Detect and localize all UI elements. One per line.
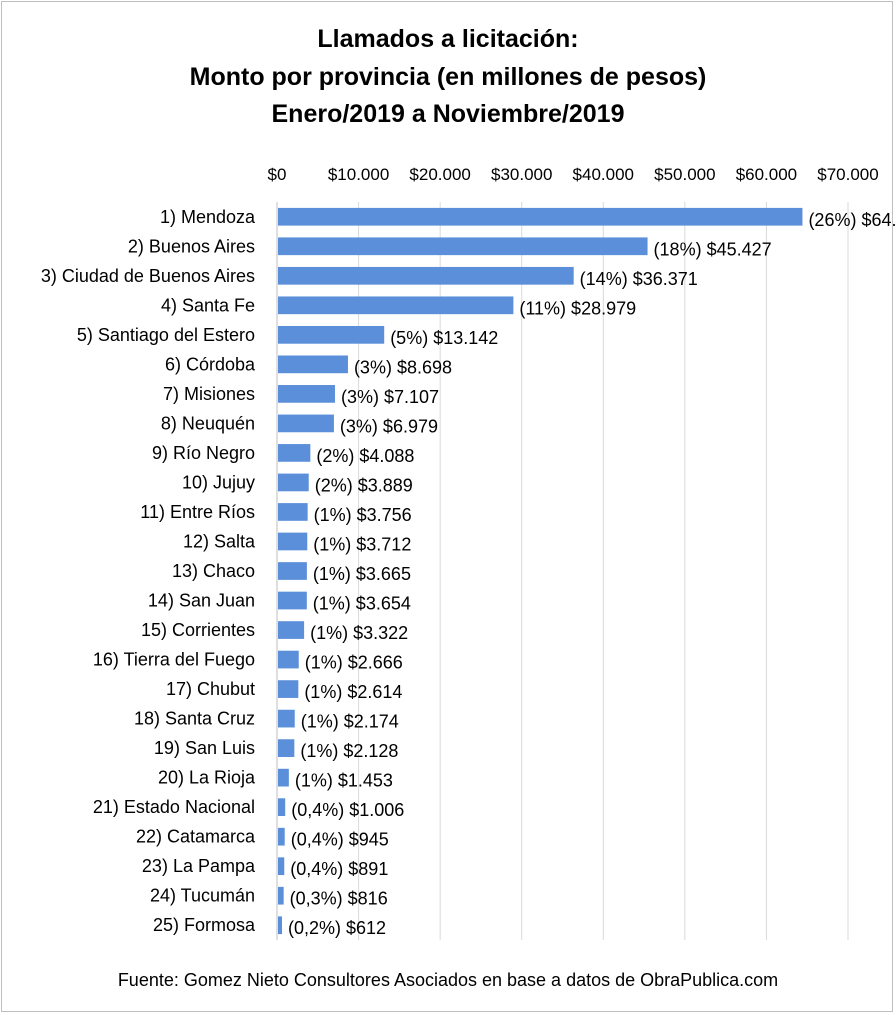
category-label: 1) Mendoza [160,207,256,227]
category-label: 19) San Luis [154,738,255,758]
bar [278,473,309,492]
data-label: (1%) $3.712 [313,534,411,554]
data-label: (1%) $3.756 [314,505,412,525]
category-label: 22) Catamarca [136,827,256,847]
data-label: (3%) $6.979 [340,416,438,436]
category-label: 7) Misiones [163,384,255,404]
category-label: 24) Tucumán [150,886,255,906]
chart-title-line-2: Monto por provincia (en millones de peso… [189,63,707,91]
category-label: 17) Chubut [166,679,255,699]
bar [278,857,285,876]
bar [278,414,334,433]
source-footnote: Fuente: Gomez Nieto Consultores Asociado… [117,970,779,990]
category-label: 20) La Rioja [158,768,256,788]
data-label: (0,4%) $1.006 [291,800,404,820]
data-label: (1%) $2.128 [300,741,398,761]
data-label: (11%) $28.979 [519,298,636,318]
category-label: 10) Jujuy [182,472,255,492]
category-label: 12) Salta [183,531,256,551]
bar [278,827,285,846]
data-label: (14%) $36.371 [580,269,698,289]
data-label: (2%) $3.889 [315,475,413,495]
data-label: (18%) $45.427 [654,239,772,259]
x-tick-label: $30.000 [491,165,552,184]
data-label: (1%) $3.654 [313,594,411,614]
data-label: (0,4%) $945 [291,830,389,850]
bar [278,444,311,462]
chart-title-line-3: Enero/2019 a Noviembre/2019 [271,100,625,128]
category-label: 8) Neuquén [161,413,255,433]
category-label: 25) Formosa [153,915,256,935]
x-tick-label: $60.000 [736,165,797,184]
bar [278,296,514,315]
data-label: (1%) $2.174 [301,712,399,732]
category-label: 3) Ciudad de Buenos Aires [41,266,255,286]
bar [278,237,648,256]
category-label: 11) Entre Ríos [140,502,255,522]
data-label: (5%) $13.142 [390,328,498,348]
category-label: 16) Tierra del Fuego [93,650,255,670]
data-label: (1%) $3.665 [313,564,411,584]
bar [278,266,574,285]
bar [278,798,286,817]
bar [278,325,385,344]
bar [278,591,307,610]
data-label: (3%) $7.107 [341,387,439,407]
x-tick-label: $20.000 [409,165,470,184]
bar [278,562,307,580]
bar [278,709,295,728]
bar [278,916,282,935]
x-tick-label: $70.000 [817,165,878,184]
data-label: (0,4%) $891 [290,859,388,879]
bar [278,680,299,698]
bar [278,650,299,669]
bar [278,739,295,757]
x-tick-label: $40.000 [573,165,634,184]
x-tick-label: $0 [268,165,287,184]
category-label: 13) Chaco [172,561,255,581]
category-label: 5) Santiago del Estero [77,325,255,345]
data-label: (1%) $1.453 [295,771,393,791]
x-tick-label: $10.000 [328,165,389,184]
bar [278,621,305,639]
chart-title-line-1: Llamados a licitación: [317,25,579,53]
data-label: (0,2%) $612 [288,918,386,938]
bar [278,503,308,521]
data-label: (2%) $4.088 [316,446,414,466]
bar [278,207,803,226]
data-label: (1%) $2.666 [305,653,403,673]
data-label: (3%) $8.698 [354,357,452,377]
x-tick-label: $50.000 [654,165,715,184]
category-label: 21) Estado Nacional [93,797,255,817]
data-label: (1%) $3.322 [310,623,408,643]
bar [278,355,348,374]
category-label: 18) Santa Cruz [134,709,255,729]
data-label: (1%) $2.614 [304,682,402,702]
category-label: 9) Río Negro [152,443,255,463]
category-label: 23) La Pampa [142,856,256,876]
category-label: 15) Corrientes [141,620,255,640]
category-label: 14) San Juan [148,591,255,611]
data-label: (0,3%) $816 [290,889,388,909]
data-label: (26%) $64.415 [808,210,896,230]
bar [278,532,308,551]
bar [278,886,284,905]
bar [278,768,289,787]
bar [278,385,335,403]
category-label: 4) Santa Fe [161,295,255,315]
category-label: 2) Buenos Aires [128,236,255,256]
category-label: 6) Córdoba [165,354,256,374]
